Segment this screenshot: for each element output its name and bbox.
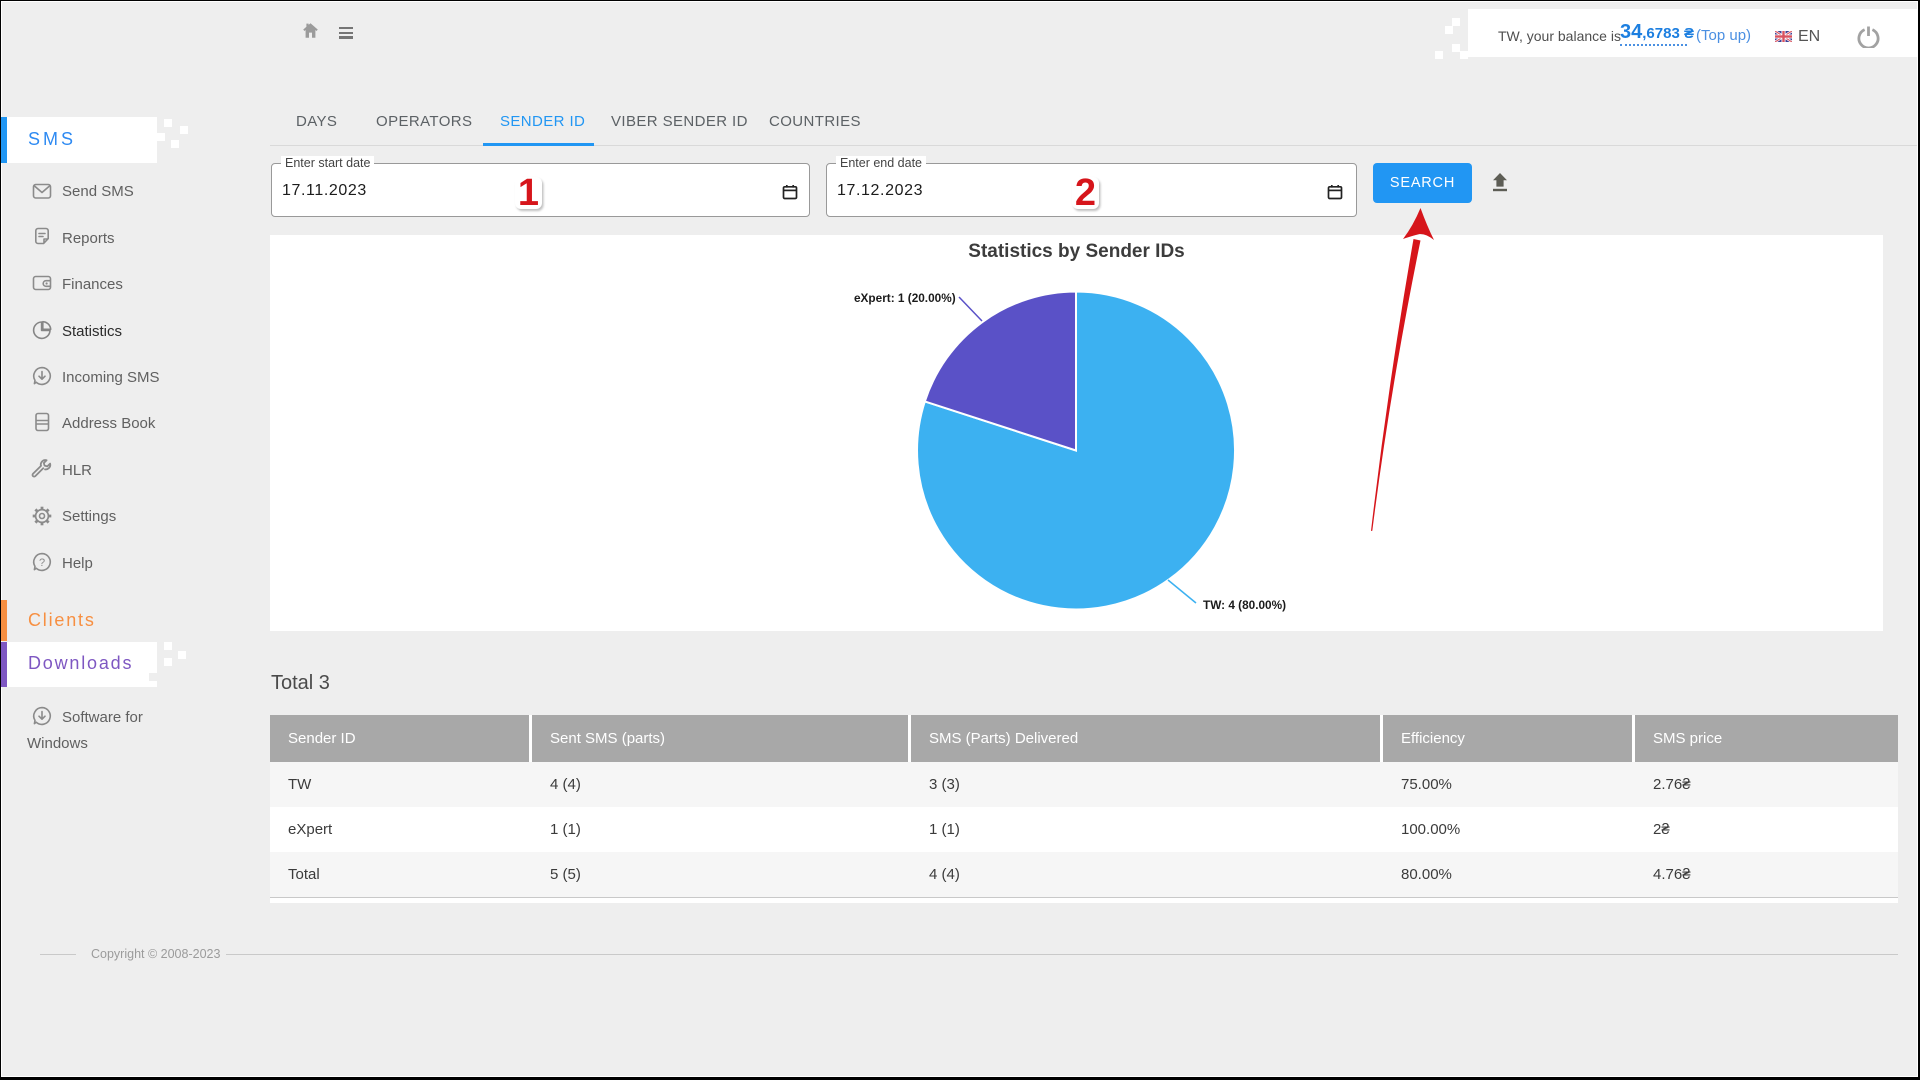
svg-text:?: ? [39,557,45,569]
